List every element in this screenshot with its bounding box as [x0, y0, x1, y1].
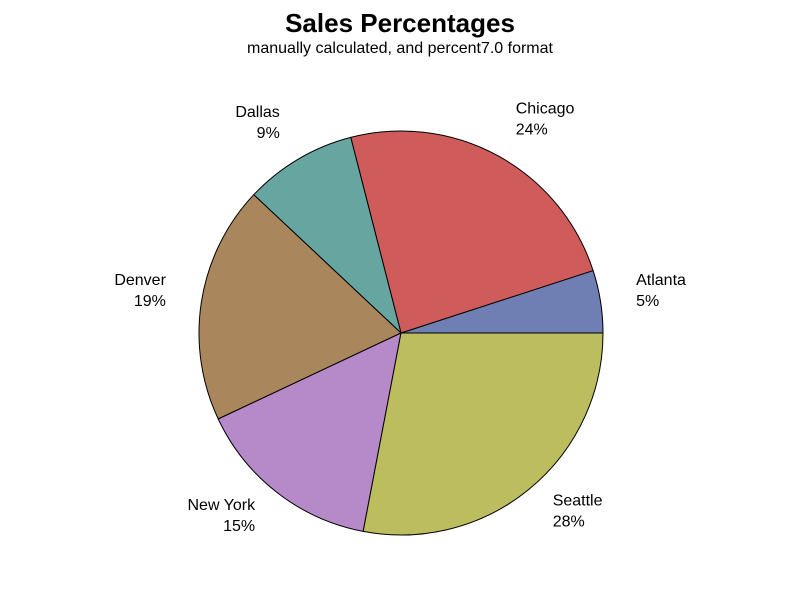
slice-percent: 9% — [257, 125, 280, 142]
slice-name: Seattle — [553, 492, 603, 509]
slice-label-seattle: Seattle 28% — [553, 492, 603, 530]
slice-name: Chicago — [516, 100, 575, 117]
pie-slice-chicago — [350, 130, 594, 334]
slice-name: Denver — [114, 272, 166, 289]
slice-name: New York — [188, 497, 257, 514]
pie-slices — [198, 130, 604, 536]
slice-percent: 24% — [516, 121, 548, 138]
slice-label-dallas: Dallas 9% — [235, 104, 279, 142]
slice-label-chicago: Chicago 24% — [516, 100, 575, 138]
chart-subtitle: manually calculated, and percent7.0 form… — [247, 40, 553, 57]
chart-title: Sales Percentages — [285, 8, 515, 38]
slice-name: Dallas — [235, 104, 279, 121]
slice-percent: 5% — [636, 293, 659, 310]
slice-name: Atlanta — [636, 272, 686, 289]
slice-label-denver: Denver 19% — [114, 272, 166, 310]
pie-slice-denver — [198, 194, 402, 420]
pie-slice-seattle — [362, 332, 604, 536]
pie-labels: Atlanta 5% Chicago 24% Dallas 9% Denver 19% New … — [114, 100, 686, 535]
slice-percent: 28% — [553, 513, 585, 530]
pie-slice-dallas — [253, 136, 402, 334]
slice-label-new-york: New York 15% — [188, 497, 257, 535]
slice-percent: 19% — [134, 293, 166, 310]
pie-slice-new-york — [217, 332, 402, 532]
slice-percent: 15% — [223, 518, 255, 535]
slice-label-atlanta: Atlanta 5% — [636, 272, 686, 310]
